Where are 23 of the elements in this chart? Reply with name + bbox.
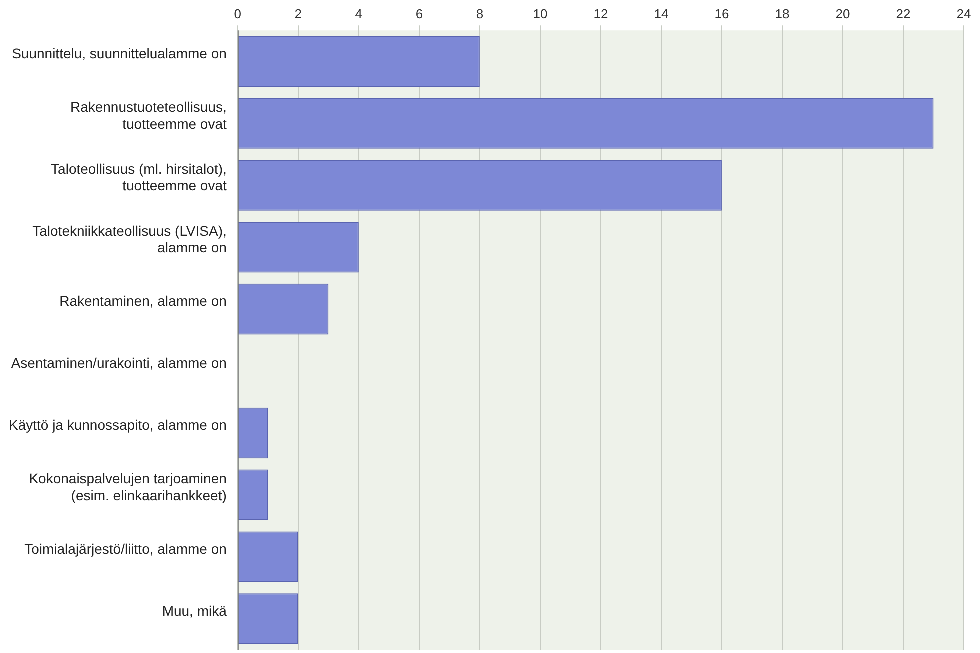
x-tick-label: 22 [896, 6, 911, 22]
x-tick-label: 10 [533, 6, 548, 22]
y-tick-label: Suunnittelu, suunnittelualamme on [12, 45, 227, 62]
y-tick-label: Rakennustuoteteollisuus, tuotteemme ovat [70, 98, 228, 132]
x-tick-label: 0 [234, 6, 242, 22]
y-tick-label: Muu, mikä [162, 602, 228, 619]
y-tick-label: Kokonaispalvelujen tarjoaminen (esim. elinkaarihankkeet) [29, 470, 227, 504]
x-tick-label: 6 [416, 6, 424, 22]
x-tick-label: 16 [714, 6, 730, 22]
x-tick-label: 18 [775, 6, 790, 22]
y-tick-label: Rakentaminen, alamme on [60, 293, 227, 310]
x-tick-label: 2 [294, 6, 302, 22]
y-tick-label: Asentaminen/urakointi, alamme on [11, 355, 227, 372]
y-tick-label: Toimialajärjestö/liitto, alamme on [24, 540, 227, 557]
x-tick-label: 24 [956, 6, 972, 22]
x-tick-label: 20 [836, 6, 850, 22]
x-tick-label: 14 [654, 6, 669, 22]
y-tick-label: Talotekniikkateollisuus (LVISA), alamme on [32, 222, 227, 256]
x-tick-label: 12 [594, 6, 608, 22]
y-tick-label: Taloteollisuus (ml. hirsitalot), tuotteemme ovat [51, 160, 228, 194]
x-tick-label: 8 [476, 6, 484, 22]
y-tick-label: Käyttö ja kunnossapito, alamme on [8, 417, 227, 434]
x-tick-label: 4 [355, 6, 363, 22]
